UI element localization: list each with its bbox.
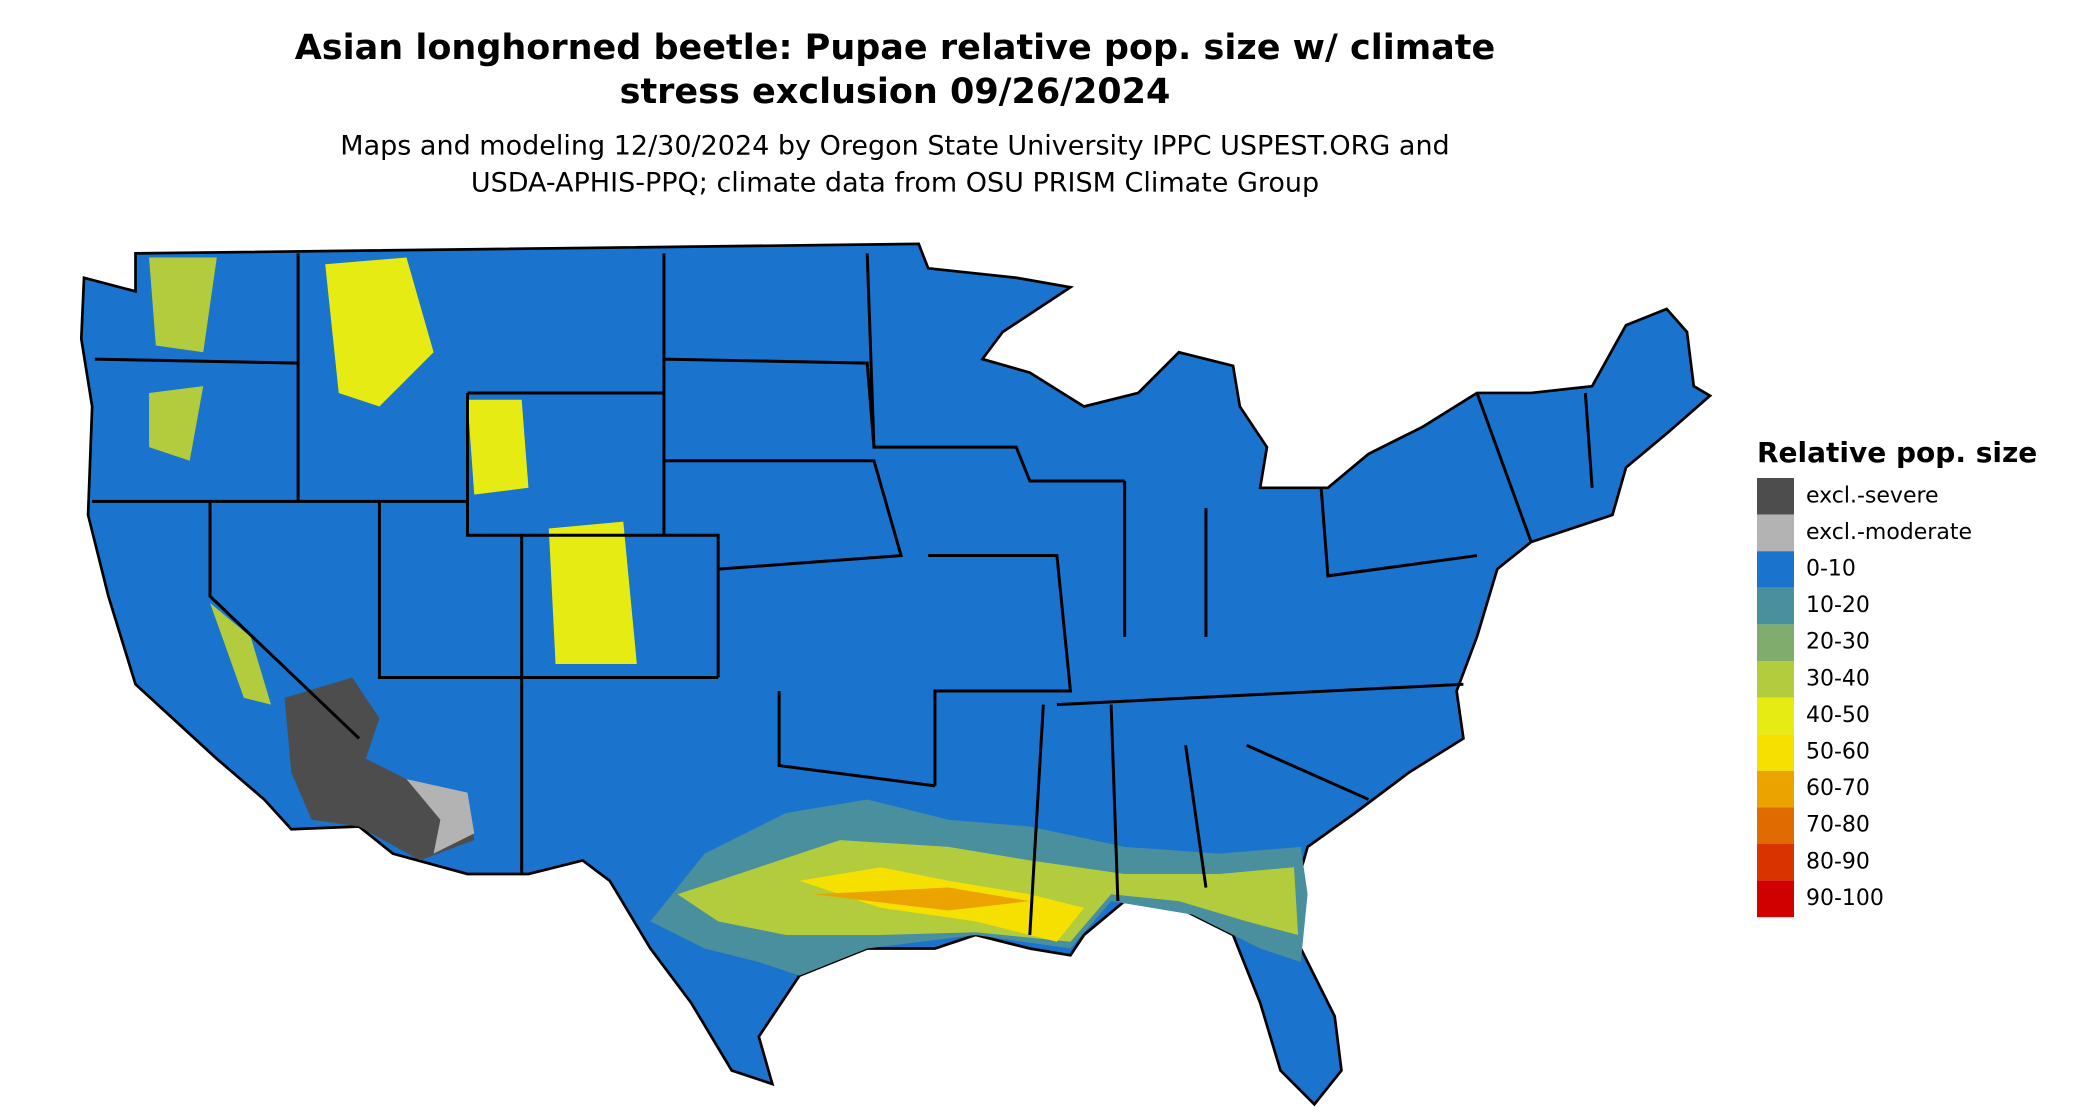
legend-label: 20-30 (1806, 630, 1870, 655)
suitability-band (813, 887, 1030, 911)
legend-swatch (1757, 514, 1794, 552)
legend-swatch (1757, 697, 1794, 735)
legend-label: 70-80 (1806, 813, 1870, 838)
suitability-band (467, 399, 529, 495)
title: stress exclusion 09/26/2024 (620, 72, 1171, 112)
excl-region (284, 677, 475, 861)
legend-swatch (1757, 661, 1794, 698)
legend-swatch (1757, 478, 1794, 515)
legend-label: excl.-moderate (1806, 520, 1972, 545)
suitability-band (325, 257, 434, 407)
excl-region (406, 779, 475, 854)
legend-swatch (1757, 551, 1794, 588)
legend-swatch (1757, 807, 1794, 844)
us-land (79, 242, 1713, 1107)
subtitle: Maps and modeling 12/30/2024 by Oregon S… (340, 131, 1449, 162)
legend-label: 40-50 (1806, 703, 1870, 728)
legend-label: 60-70 (1806, 776, 1870, 801)
legend-label: 0-10 (1806, 557, 1856, 582)
legend-label: 90-100 (1806, 886, 1884, 911)
legend-label: excl.-severe (1806, 483, 1939, 508)
legend-swatch (1757, 587, 1794, 625)
state-border (92, 253, 1594, 936)
suitability-band (210, 602, 271, 705)
legend-swatch (1757, 880, 1794, 918)
legend-swatch (1757, 844, 1794, 881)
suitability-band (149, 386, 204, 461)
legend: excl.-severe excl.-moderate 0-10 10-20 20-30… (1757, 478, 1972, 918)
map (79, 242, 1713, 1107)
suitability-band (548, 521, 637, 664)
legend-label: 10-20 (1806, 593, 1870, 618)
legend-swatch (1757, 624, 1794, 661)
subtitle: USDA-APHIS-PPQ; climate data from OSU PR… (471, 168, 1319, 199)
legend-swatch (1757, 770, 1794, 808)
legend-label: 30-40 (1806, 666, 1870, 691)
legend-label: 50-60 (1806, 740, 1870, 765)
legend-title: Relative pop. size (1757, 436, 2037, 469)
suitability-band (149, 257, 217, 353)
legend-swatch (1757, 734, 1794, 771)
legend-label: 80-90 (1806, 849, 1870, 874)
title: Asian longhorned beetle: Pupae relative … (295, 28, 1496, 68)
